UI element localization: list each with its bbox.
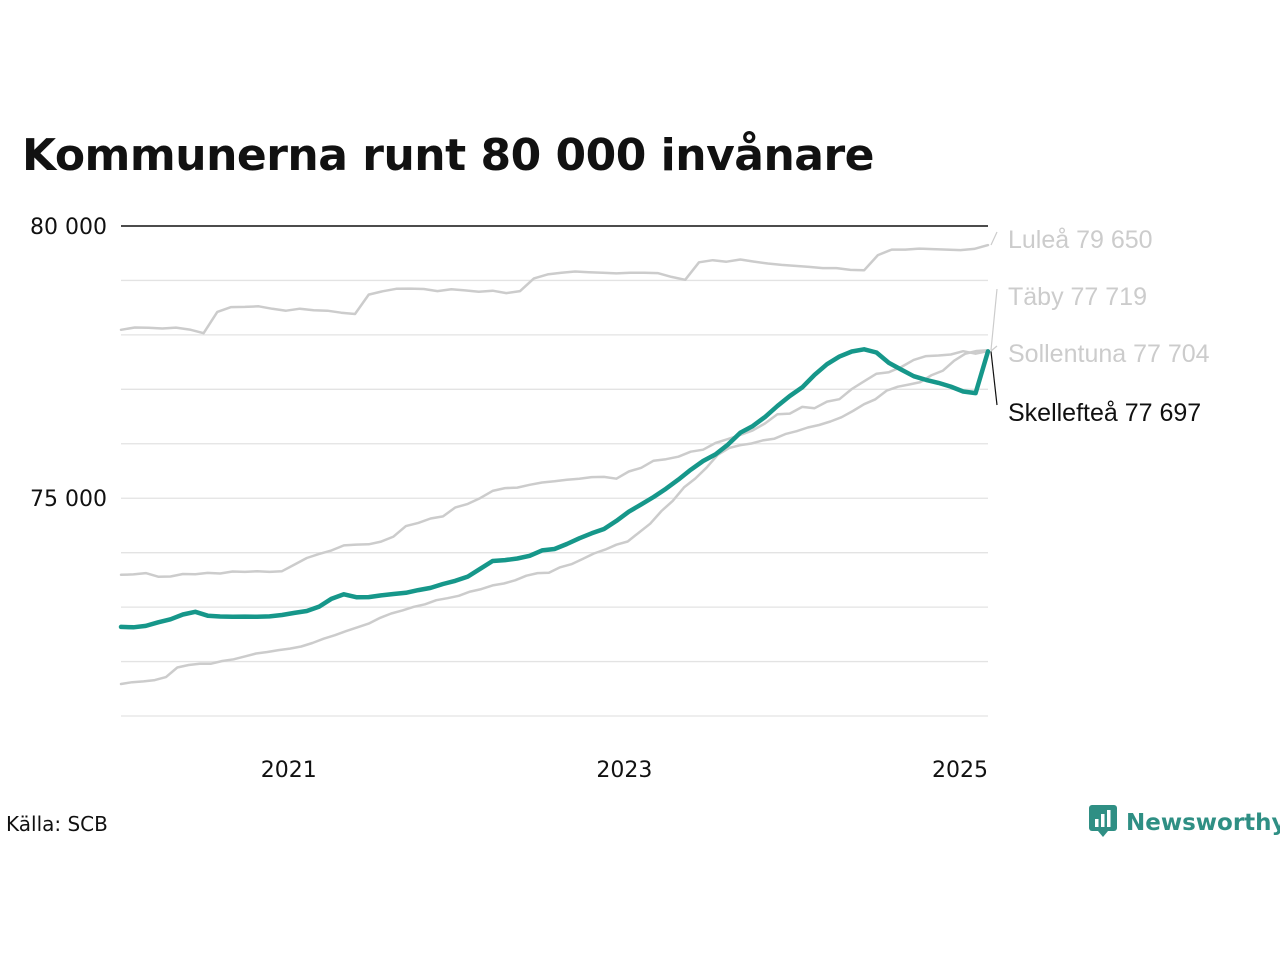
series-label-lule-: Luleå 79 650 — [1008, 226, 1153, 254]
series-line-lule- — [119, 243, 990, 335]
context-series — [119, 243, 990, 686]
source-note: Källa: SCB — [6, 812, 108, 836]
newsworthy-logo[interactable]: Newsworthy — [1088, 804, 1280, 842]
y-tick-label: 80 000 — [30, 215, 107, 240]
series-label-sollentuna: Sollentuna 77 704 — [1008, 340, 1210, 368]
highlight-series — [118, 347, 991, 630]
series-labels: Luleå 79 650 Täby 77 719 Sollentuna 77 704… — [1008, 226, 1210, 427]
series-label-skellefte-: Skellefteå 77 697 — [1008, 399, 1201, 427]
series-line-skellefte- — [118, 347, 991, 630]
y-axis-labels: 80 000 75 000 — [30, 215, 107, 512]
gridlines — [121, 225, 988, 717]
y-tick-label: 75 000 — [30, 487, 107, 512]
logo-text: Newsworthy — [1126, 810, 1280, 836]
newsworthy-logo-icon — [1088, 804, 1118, 842]
series-line-t-by — [119, 348, 990, 686]
x-axis-labels: 2021 2023 2025 — [261, 758, 988, 783]
series-line-sollentuna — [119, 349, 990, 578]
leader-lule- — [990, 231, 998, 246]
x-tick-label: 2023 — [596, 758, 652, 783]
x-tick-label: 2025 — [932, 758, 988, 783]
leader-sollentuna — [990, 345, 998, 352]
leader-skellefte- — [990, 351, 998, 406]
series-label-t-by: Täby 77 719 — [1008, 283, 1147, 311]
x-tick-label: 2021 — [261, 758, 317, 783]
leader-t-by — [990, 288, 998, 351]
chart-title: Kommunerna runt 80 000 invånare — [22, 130, 875, 181]
label-leader-lines — [990, 231, 998, 406]
